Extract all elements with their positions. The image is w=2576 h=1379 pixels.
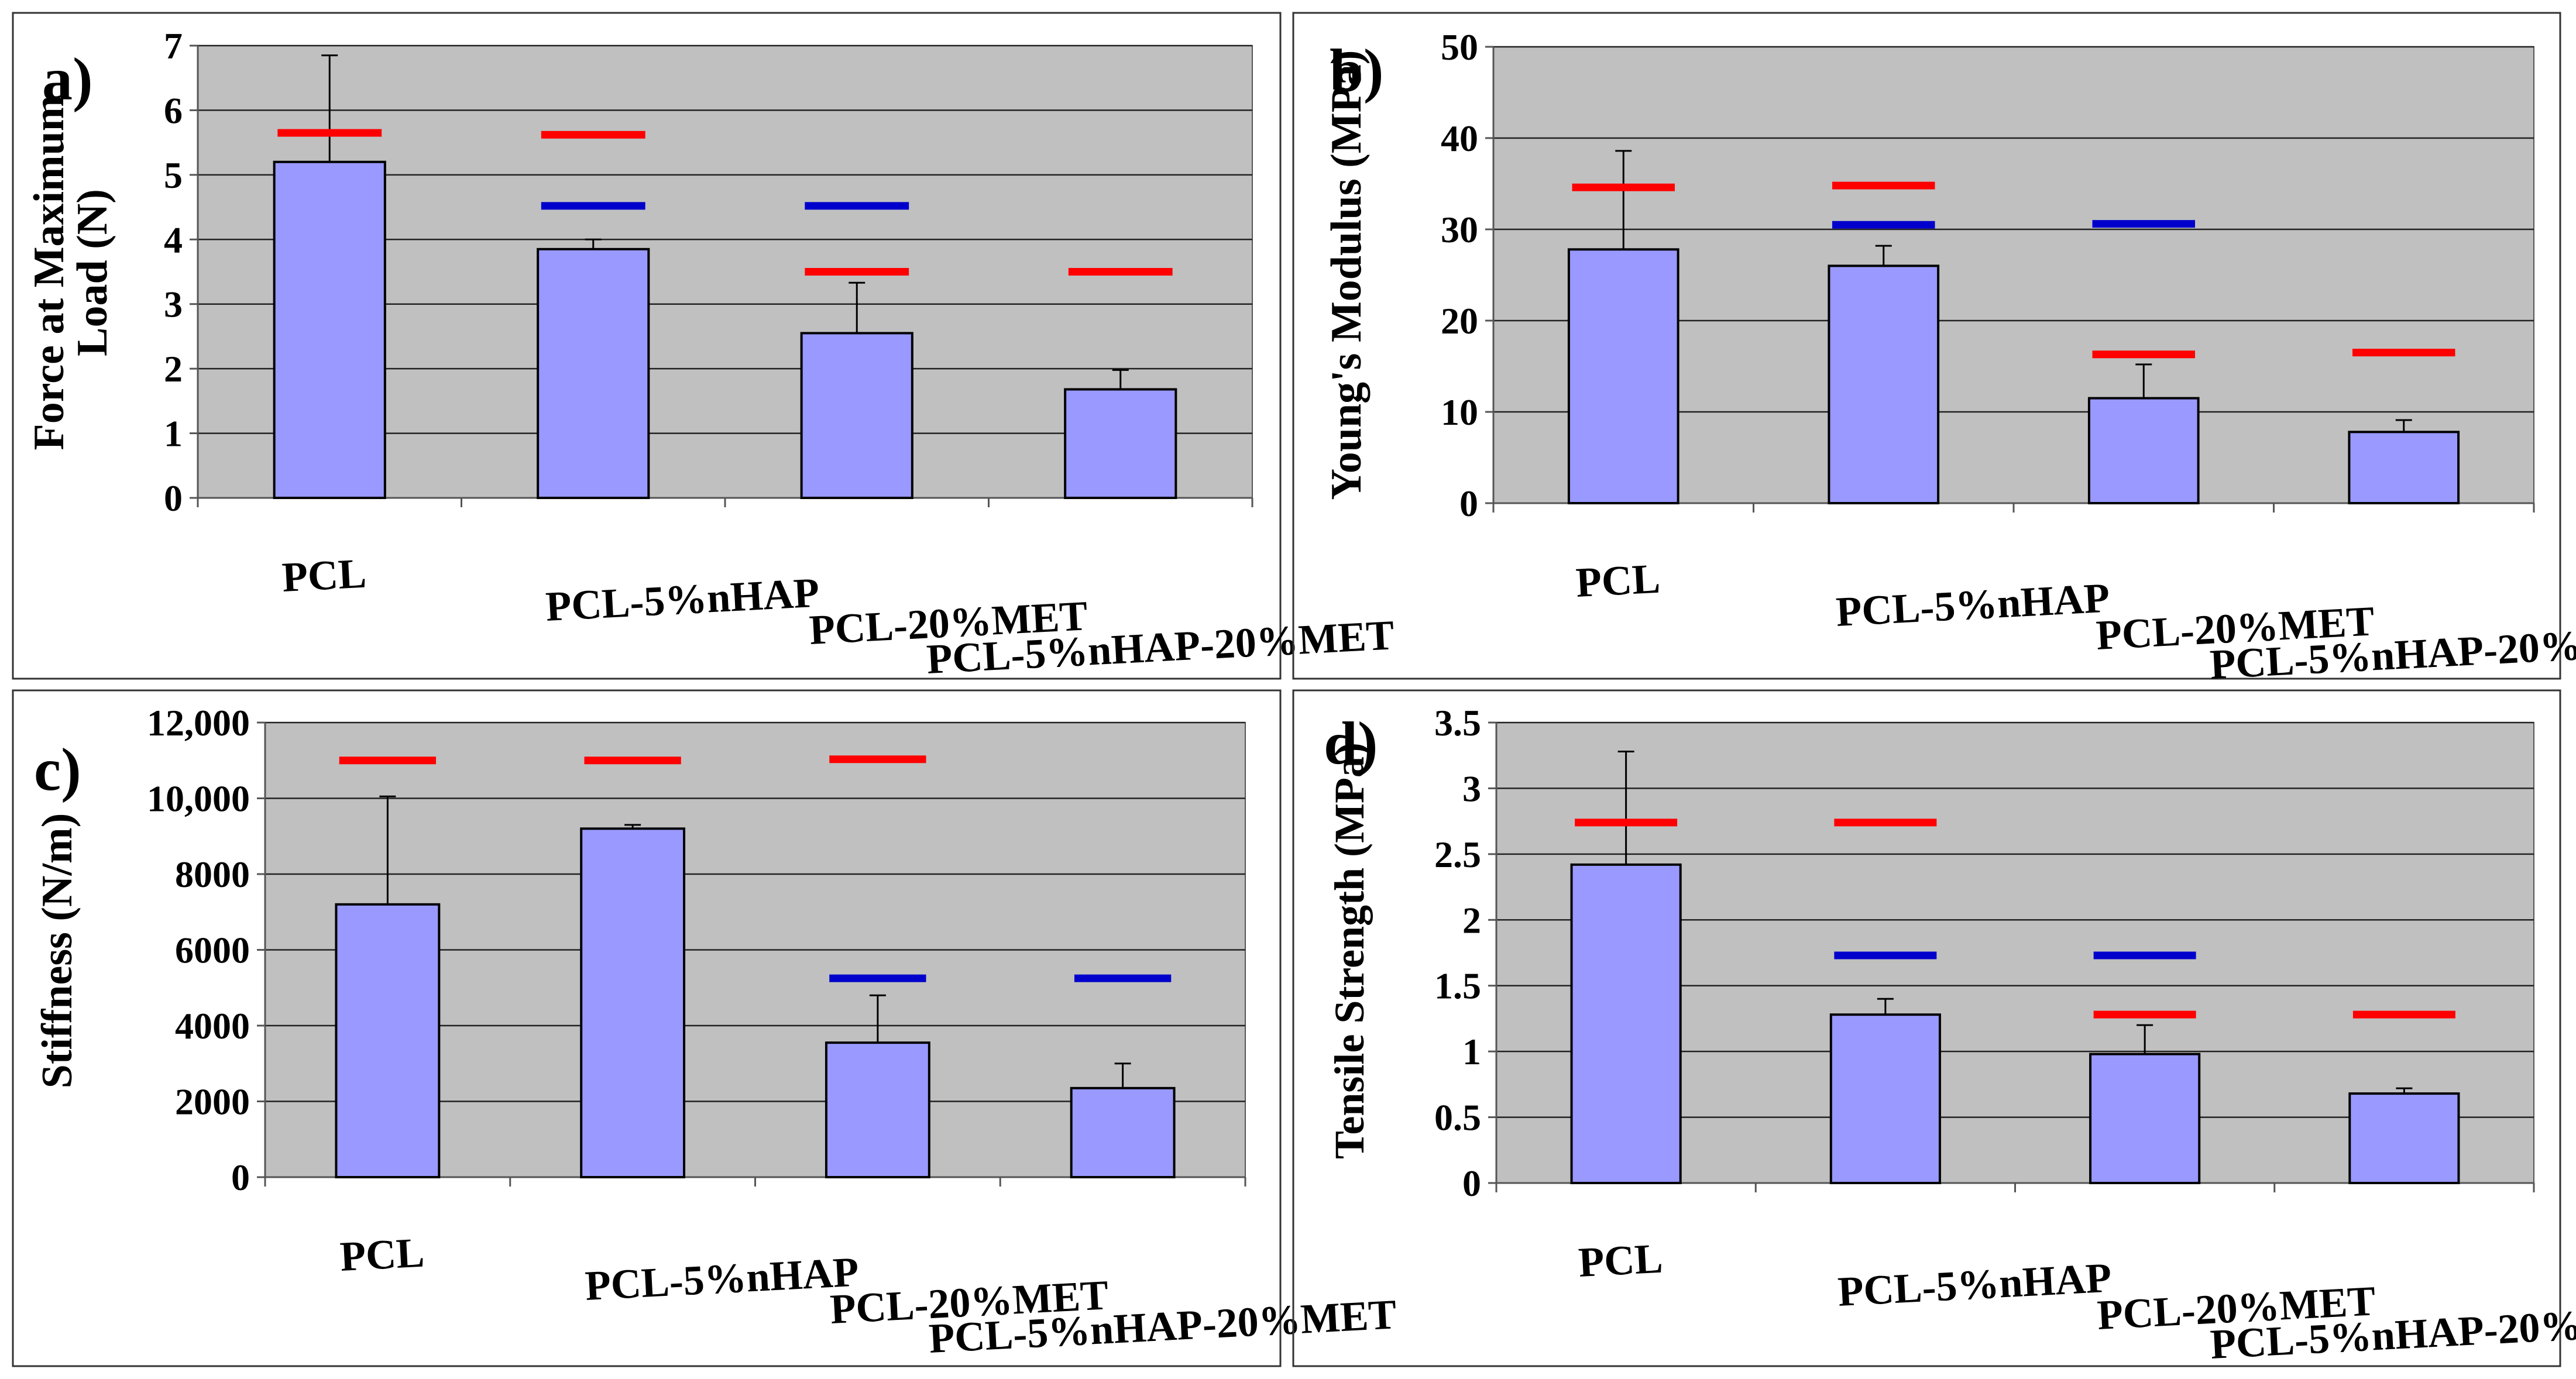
panel-label-a: a) [42,46,93,113]
y-tick-label: 2 [1462,899,1481,941]
y-tick-label: 2 [164,348,183,390]
y-tick-label: 3 [164,284,183,325]
y-axis-label-line: Stiffness (N/m) [33,813,81,1089]
y-tick-label: 0 [164,477,183,519]
y-tick-label: 10,000 [147,778,250,820]
panel-border [1292,689,2561,1367]
y-tick-label: 6 [164,90,183,131]
panel-border [1292,12,2561,680]
category-label-c-0: PCL [339,1229,425,1280]
bar-c-1 [580,827,686,1179]
y-tick-label: 50 [1441,26,1478,68]
bar-a-3 [1064,388,1177,499]
panel-border [12,12,1282,680]
y-tick-label: 4 [164,219,183,260]
category-label-d-0: PCL [1577,1235,1664,1286]
y-tick-label: 12,000 [147,702,250,744]
y-axis-label-c: Stiffness (N/m) [33,813,81,1089]
y-tick-label: 0 [231,1157,250,1198]
y-tick-label: 0 [1462,1163,1481,1204]
panel-label-d: d) [1324,710,1378,777]
category-label-a-0: PCL [281,550,367,601]
y-tick-label: 2000 [175,1081,250,1123]
bar-b-0 [1567,248,1679,504]
y-tick-label: 2.5 [1434,834,1481,875]
y-axis-label-line: Young's Modulus (MPa) [1323,50,1371,500]
bar-a-1 [537,247,650,499]
bar-b-2 [2087,397,2200,504]
bar-d-1 [1829,1013,1941,1184]
panel-border [12,689,1282,1367]
y-tick-label: 30 [1441,209,1478,250]
bar-b-3 [2348,431,2460,505]
y-tick-label: 5 [164,154,183,196]
y-axis-label-b: Young's Modulus (MPa) [1323,50,1371,500]
y-tick-label: 1 [164,413,183,455]
bar-a-2 [800,332,913,500]
bar-b-1 [1828,264,1940,504]
y-axis-label-line: Force at Maximum [25,95,73,451]
bar-c-3 [1070,1086,1176,1179]
bar-d-3 [2348,1092,2460,1185]
y-tick-label: 0.5 [1434,1097,1481,1139]
bar-a-0 [273,160,386,499]
category-label-b-0: PCL [1575,555,1661,606]
y-axis-label-line: Load (N) [68,189,116,356]
y-axis-label-d: Tensile Strength (MPa) [1326,742,1373,1159]
panel-label-c: c) [34,736,81,803]
y-tick-label: 40 [1441,118,1478,159]
y-tick-label: 8000 [175,854,250,895]
y-tick-label: 1 [1462,1031,1481,1072]
panel-label-b: b) [1330,37,1383,104]
bar-d-0 [1570,863,1682,1184]
bar-c-2 [825,1041,930,1178]
y-tick-label: 0 [1459,483,1478,524]
y-tick-label: 20 [1441,300,1478,342]
bar-c-0 [335,903,441,1179]
y-tick-label: 6000 [175,930,250,971]
y-axis-label-a: Force at MaximumLoad (N) [25,95,116,451]
y-tick-label: 1.5 [1434,965,1481,1007]
y-tick-label: 10 [1441,391,1478,433]
bar-d-2 [2089,1053,2201,1185]
y-tick-label: 7 [164,25,183,67]
y-tick-label: 4000 [175,1005,250,1047]
y-tick-label: 3.5 [1434,702,1481,744]
y-tick-label: 3 [1462,768,1481,809]
y-axis-label-line: Tensile Strength (MPa) [1326,742,1373,1159]
